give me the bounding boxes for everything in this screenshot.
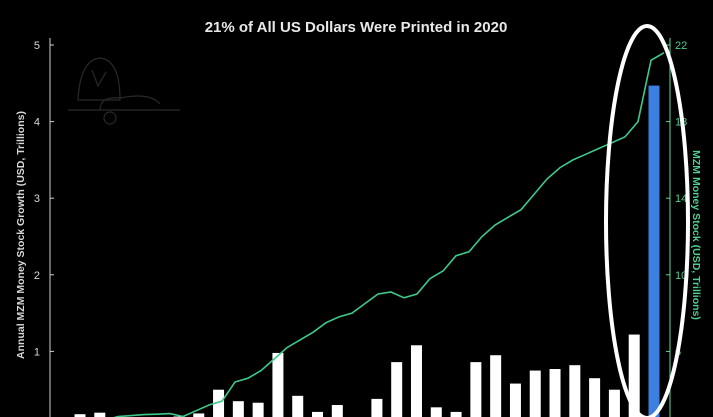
left-axis-ticks: 1 2 3 4 5 [34,40,54,358]
bar [193,413,205,417]
bar [272,352,284,417]
left-tick-label: 4 [34,117,40,129]
bar [549,369,561,417]
bar [331,405,343,417]
bar [312,411,324,417]
bar-series [74,85,660,417]
bar [608,389,620,417]
bar [410,345,422,417]
bar [569,365,581,417]
highlight-circle-icon [604,24,690,417]
chart-title: 21% of All US Dollars Were Printed in 20… [205,19,508,36]
bar [509,383,521,417]
bar [589,378,601,417]
bar [252,402,264,417]
bar [213,389,225,417]
bar [371,398,383,417]
bar [74,414,86,417]
bar [470,362,482,417]
bar [628,334,640,417]
bar [450,411,462,417]
left-tick-label: 3 [34,193,40,205]
right-tick-label: 22 [675,40,687,52]
bar [94,412,106,417]
highlight-bar [648,85,660,417]
mzm-stock-line [113,52,665,417]
left-tick-label: 1 [34,346,40,358]
bar [430,407,442,417]
bar [529,370,541,417]
right-axis-label: MZM Money Stock (USD, Trillions) [690,150,702,320]
right-tick-label: 10 [675,270,687,282]
bar [232,401,244,417]
left-axis-label: Annual MZM Money Stock Growth (USD, Tril… [15,111,27,359]
bar [292,395,304,417]
bar [391,362,403,417]
left-tick-label: 2 [34,270,40,282]
left-tick-label: 5 [34,40,40,52]
background-sketch-icon [68,57,180,125]
right-tick-label: 14 [675,193,687,205]
bar [490,355,502,417]
